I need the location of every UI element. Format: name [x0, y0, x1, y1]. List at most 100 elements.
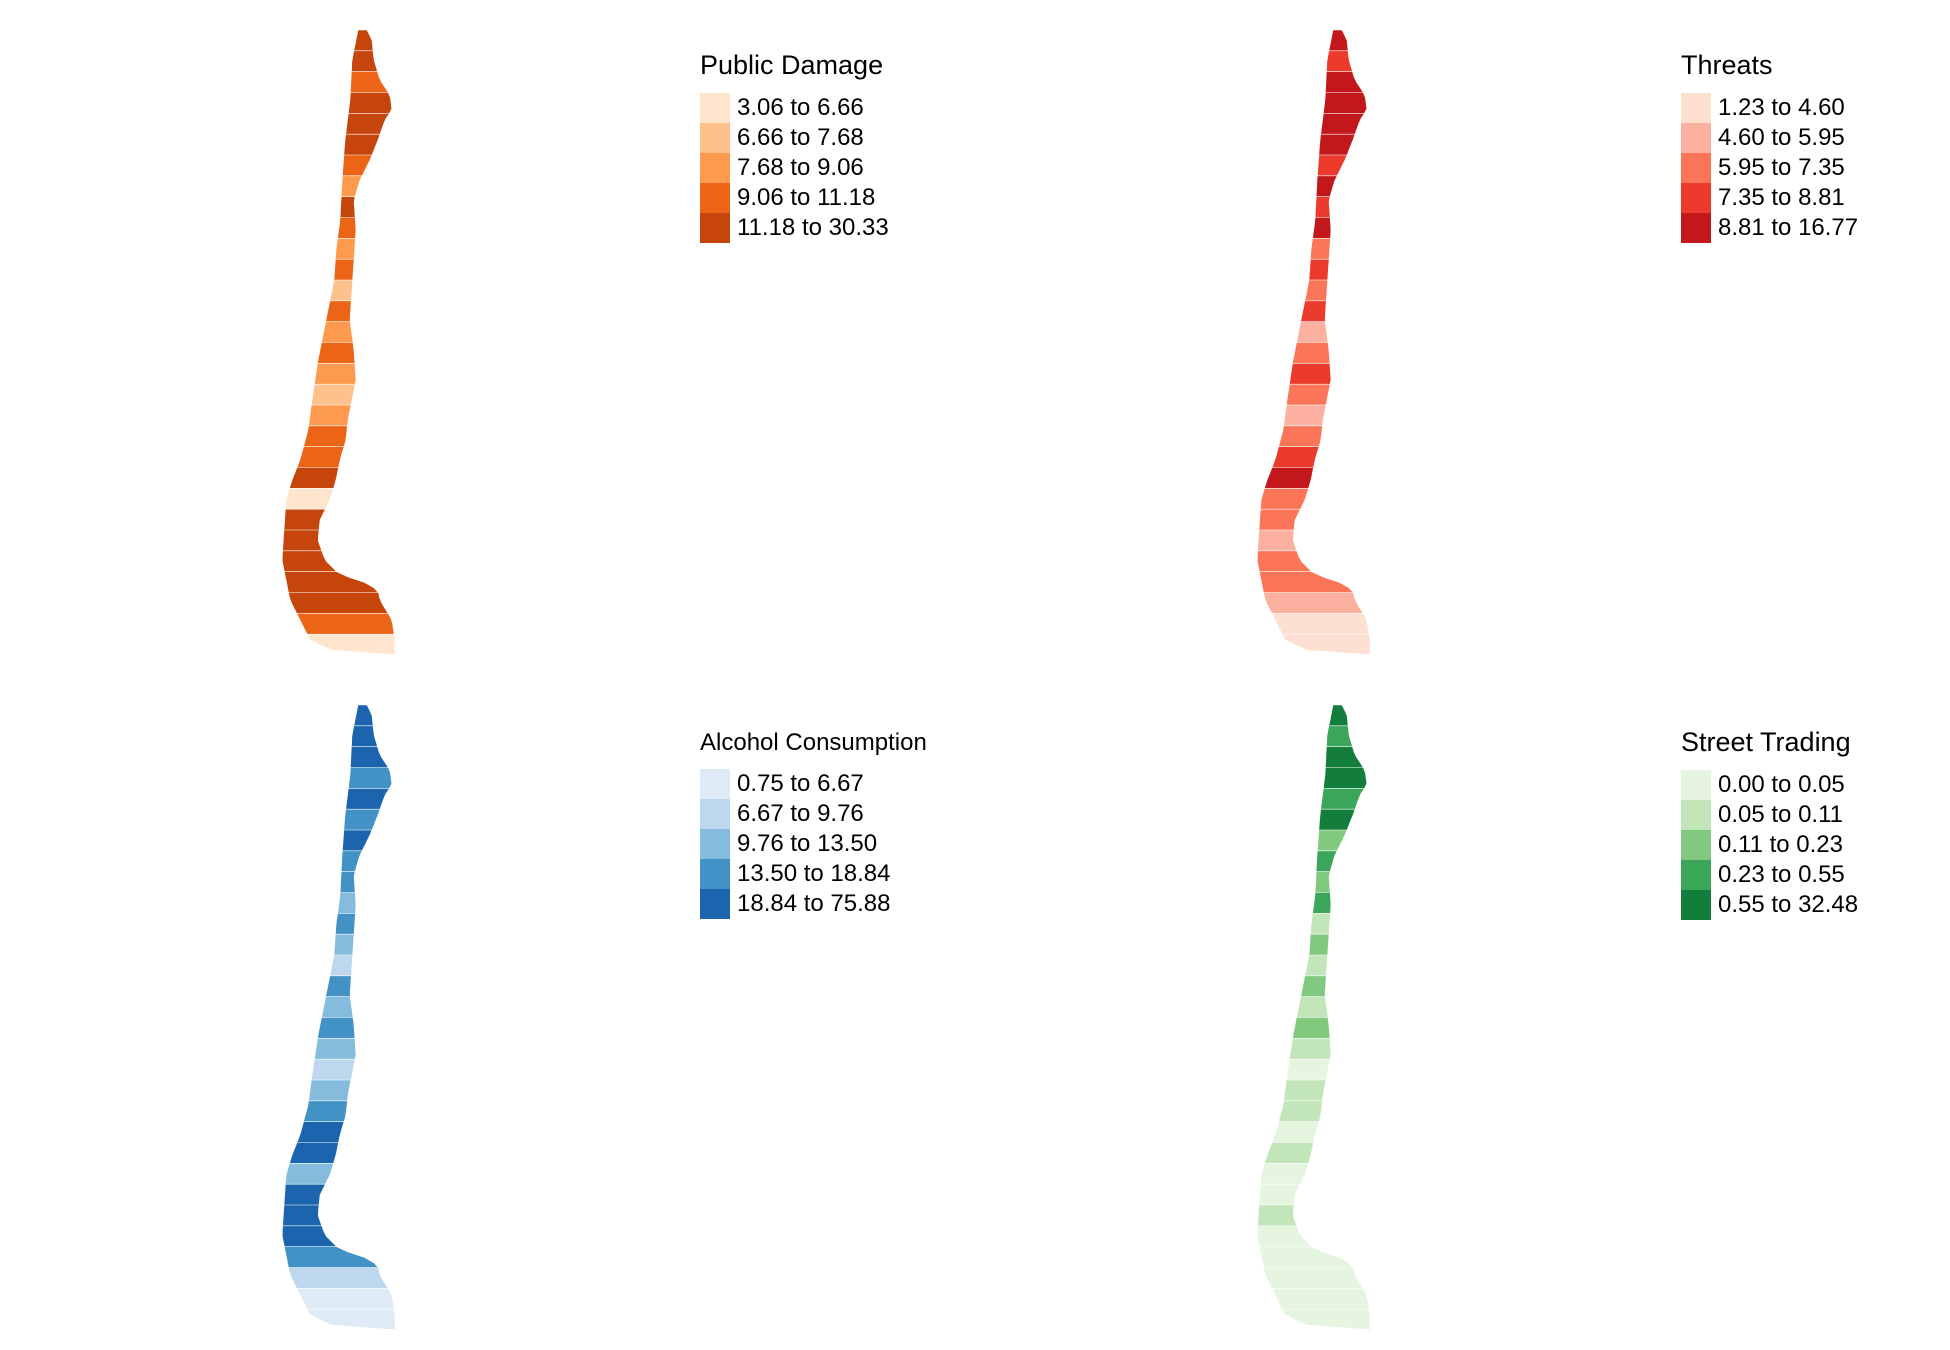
legend-item: 13.50 to 18.84	[700, 859, 927, 889]
map-region	[345, 788, 391, 811]
map-region	[1326, 50, 1354, 73]
legend-title: Street Trading	[1681, 727, 1851, 757]
legend-swatch	[700, 213, 730, 243]
map-region	[1263, 1267, 1364, 1290]
legend-swatch	[700, 153, 730, 183]
map-region	[1256, 550, 1314, 573]
map-region	[1328, 29, 1349, 52]
legend-swatch	[700, 93, 730, 123]
map-region	[313, 1037, 357, 1061]
map-region	[333, 933, 355, 956]
map-region	[1288, 1037, 1332, 1061]
legend-threats: Threats 1.23 to 4.60 4.60 to 5.95 5.95 t…	[1681, 50, 1858, 243]
legend-swatch	[700, 889, 730, 919]
legend-item: 7.35 to 8.81	[1681, 183, 1858, 213]
map-region	[1300, 300, 1327, 323]
legend-item: 8.81 to 16.77	[1681, 213, 1858, 243]
legend-item: 0.23 to 0.55	[1681, 860, 1858, 890]
map-region	[1259, 1162, 1309, 1186]
map-region	[1258, 571, 1355, 594]
map-region	[351, 50, 379, 73]
map-region	[349, 71, 390, 94]
legend-label: 6.66 to 7.68	[737, 124, 864, 151]
map-region	[283, 508, 326, 531]
map-region	[296, 612, 395, 636]
legend-label: 5.95 to 7.35	[1718, 154, 1845, 181]
map-region	[1288, 362, 1332, 386]
map-region	[1258, 508, 1301, 531]
legend-item: 0.75 to 6.67	[700, 769, 927, 799]
map-region	[1281, 1308, 1381, 1331]
map-region	[1315, 850, 1338, 873]
legend-item: 5.95 to 7.35	[1681, 153, 1858, 183]
map-region	[303, 425, 348, 448]
legend-swatch	[1681, 800, 1711, 830]
legend-swatch	[1681, 123, 1711, 153]
legend-swatch	[700, 859, 730, 889]
legend-title: Public Damage	[700, 50, 884, 80]
map-region	[1308, 258, 1330, 281]
legend-label: 9.76 to 13.50	[737, 830, 878, 857]
legend-swatch	[1681, 213, 1711, 243]
legend-item: 0.55 to 32.48	[1681, 890, 1858, 920]
legend-label: 0.75 to 6.67	[737, 770, 864, 797]
legend-item: 4.60 to 5.95	[1681, 123, 1858, 153]
legend-swatch	[1681, 890, 1711, 920]
map-region	[281, 550, 339, 573]
map-region	[343, 133, 381, 156]
legend-label: 3.06 to 6.66	[737, 94, 864, 121]
legend-item: 1.23 to 4.60	[1681, 93, 1858, 123]
legend-item: 9.76 to 13.50	[700, 829, 927, 859]
map-region	[1283, 1079, 1327, 1102]
legend-street-trading: Street Trading 0.00 to 0.05 0.05 to 0.11…	[1681, 727, 1858, 920]
legend-swatch	[1681, 860, 1711, 890]
legend-public-damage: Public Damage 3.06 to 6.66 6.66 to 7.68 …	[700, 50, 889, 243]
map-region	[1318, 133, 1356, 156]
map-region	[341, 829, 373, 852]
map-region	[1324, 71, 1365, 94]
choropleth-map-street-trading	[1256, 704, 1381, 1331]
map-region	[310, 1058, 356, 1081]
choropleth-map-public-damage	[281, 29, 406, 656]
legend-item: 0.00 to 0.05	[1681, 770, 1858, 800]
map-region	[308, 404, 352, 427]
legend-label: 11.18 to 30.33	[737, 214, 889, 241]
map-region	[353, 704, 374, 727]
legend-item: 6.66 to 7.68	[700, 123, 889, 153]
legend-label: 4.60 to 5.95	[1718, 124, 1845, 151]
map-region	[341, 154, 373, 177]
legend-item: 0.11 to 0.23	[1681, 830, 1858, 860]
map-region	[1278, 425, 1323, 448]
legend-swatch	[700, 183, 730, 213]
map-region	[329, 954, 354, 977]
map-region	[308, 1079, 352, 1102]
map-region	[288, 467, 339, 490]
map-region	[1271, 1287, 1370, 1311]
legend-swatch	[1681, 93, 1711, 123]
legend-label: 13.50 to 18.84	[737, 860, 891, 887]
map-panel-threats: Threats 1.23 to 4.60 4.60 to 5.95 5.95 t…	[975, 0, 1950, 675]
map-region	[282, 1204, 323, 1227]
map-region	[1309, 238, 1331, 261]
map-region	[1308, 933, 1330, 956]
map-region	[1285, 383, 1331, 406]
legend-swatch	[700, 769, 730, 799]
map-region	[1312, 217, 1332, 240]
map-region	[1258, 1246, 1355, 1269]
map-region	[283, 1183, 326, 1206]
map-region	[1258, 1183, 1301, 1206]
legend-label: 0.55 to 32.48	[1718, 891, 1859, 918]
map-region	[296, 446, 345, 469]
legend-label: 18.84 to 75.88	[737, 890, 891, 917]
map-panel-alcohol-consumption: Alcohol Consumption 0.75 to 6.67 6.67 to…	[0, 675, 975, 1350]
map-region	[1318, 808, 1356, 831]
map-region	[1256, 1225, 1314, 1248]
legend-swatch	[1681, 830, 1711, 860]
map-region	[1326, 725, 1354, 748]
map-region	[1263, 592, 1364, 615]
map-region	[1304, 954, 1329, 977]
map-region	[1263, 467, 1314, 490]
map-region	[281, 1225, 339, 1248]
map-region	[334, 238, 356, 261]
legend-item: 3.06 to 6.66	[700, 93, 889, 123]
